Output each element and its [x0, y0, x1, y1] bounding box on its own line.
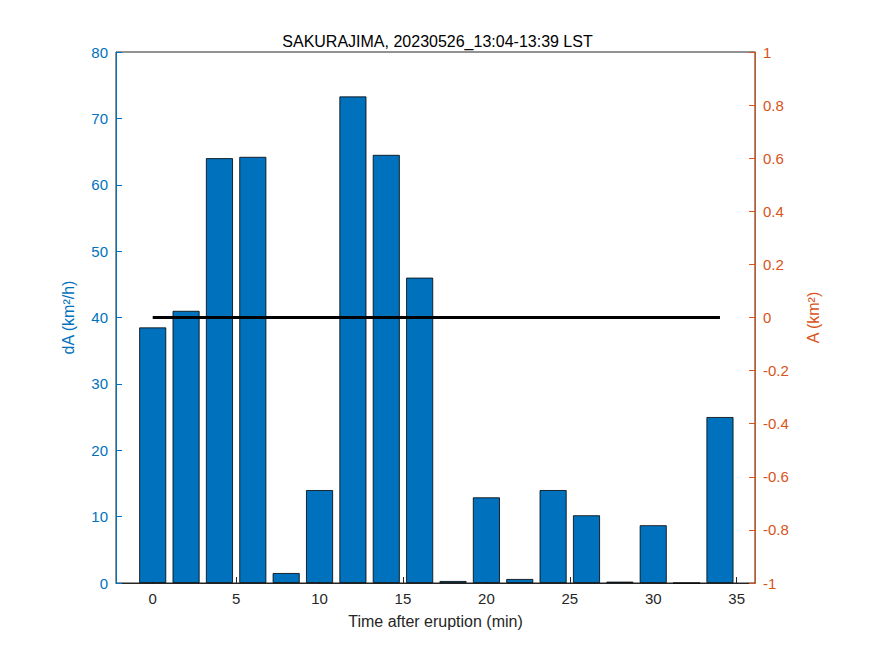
- svg-text:5: 5: [232, 590, 240, 607]
- svg-text:Time after eruption (min): Time after eruption (min): [348, 613, 523, 630]
- svg-text:-0.4: -0.4: [763, 415, 789, 432]
- svg-text:-0.8: -0.8: [763, 521, 789, 538]
- svg-text:35: 35: [728, 590, 745, 607]
- svg-text:A (km²): A (km²): [805, 292, 822, 344]
- svg-text:40: 40: [91, 309, 108, 326]
- svg-text:0.6: 0.6: [763, 150, 784, 167]
- svg-text:-1: -1: [763, 575, 776, 592]
- svg-text:30: 30: [91, 375, 108, 392]
- svg-text:25: 25: [561, 590, 578, 607]
- svg-text:10: 10: [91, 508, 108, 525]
- svg-text:10: 10: [311, 590, 328, 607]
- svg-text:0: 0: [100, 575, 108, 592]
- svg-text:-0.6: -0.6: [763, 468, 789, 485]
- svg-text:15: 15: [395, 590, 412, 607]
- svg-text:0: 0: [763, 309, 771, 326]
- svg-text:0: 0: [149, 590, 157, 607]
- svg-text:70: 70: [91, 110, 108, 127]
- svg-text:60: 60: [91, 176, 108, 193]
- svg-text:80: 80: [91, 44, 108, 61]
- svg-text:0.2: 0.2: [763, 256, 784, 273]
- svg-text:30: 30: [645, 590, 662, 607]
- svg-text:0.4: 0.4: [763, 203, 784, 220]
- svg-text:50: 50: [91, 243, 108, 260]
- svg-text:1: 1: [763, 44, 771, 61]
- svg-text:-0.2: -0.2: [763, 362, 789, 379]
- svg-text:20: 20: [91, 442, 108, 459]
- svg-text:20: 20: [478, 590, 495, 607]
- svg-text:0.8: 0.8: [763, 97, 784, 114]
- svg-text:dA (km²/h): dA (km²/h): [60, 281, 77, 355]
- svg-text:SAKURAJIMA, 20230526_13:04-13:: SAKURAJIMA, 20230526_13:04-13:39 LST: [282, 33, 593, 51]
